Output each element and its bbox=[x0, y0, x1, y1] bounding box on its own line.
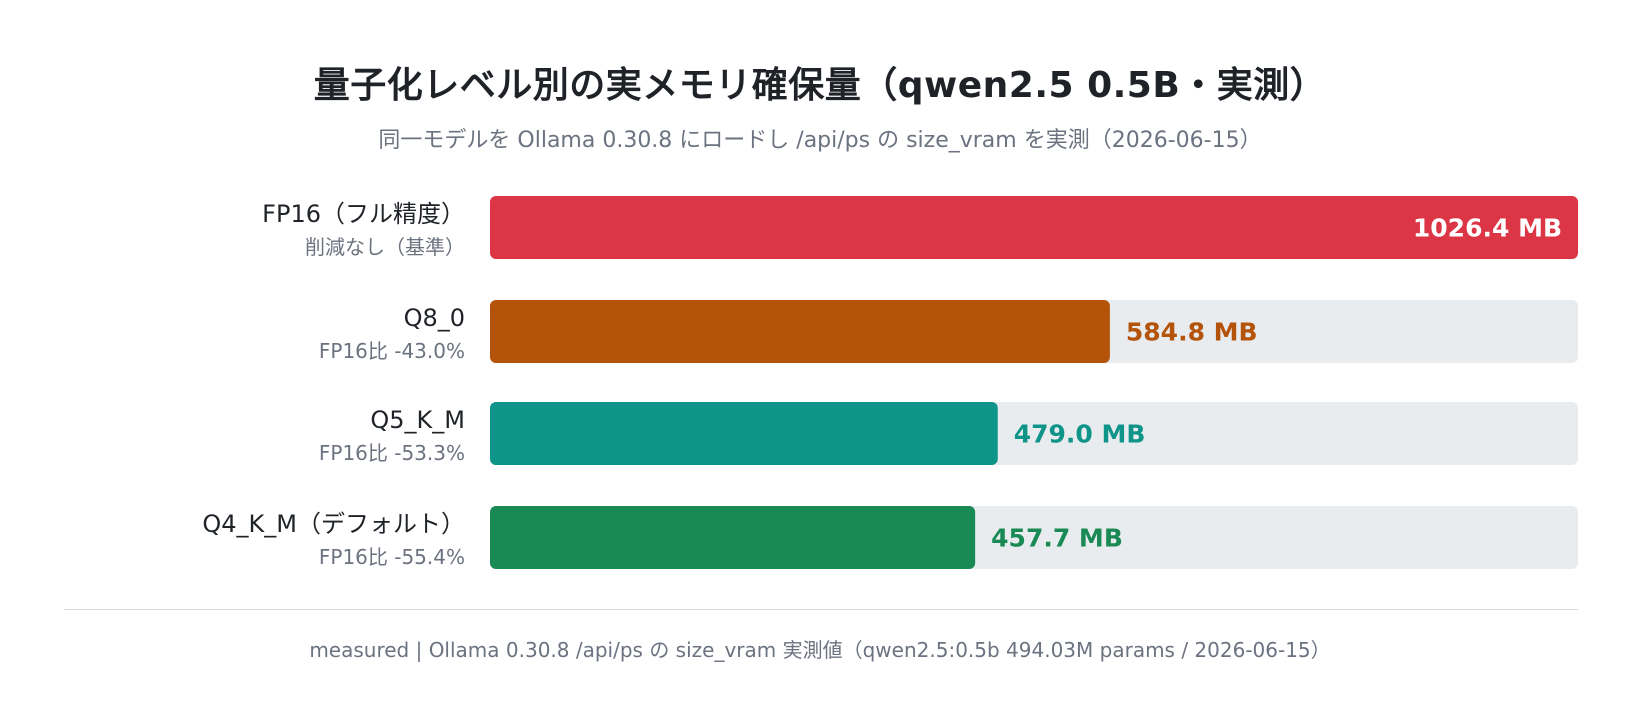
category-label: FP16（フル精度） bbox=[262, 200, 465, 228]
category-sublabel: FP16比 -43.0% bbox=[319, 339, 465, 363]
chart-title: 量子化レベル別の実メモリ確保量（qwen2.5 0.5B・実測） bbox=[313, 65, 1327, 106]
category-sublabel: FP16比 -53.3% bbox=[319, 441, 465, 465]
value-label: 584.8 MB bbox=[1126, 318, 1258, 347]
chart-footer: measured | Ollama 0.30.8 /api/ps の size_… bbox=[309, 638, 1331, 662]
value-label: 479.0 MB bbox=[1014, 420, 1146, 449]
bar-chart: 1026.4 MB FP16（フル精度） 削減なし（基準） 584.8 MB Q8_0 F… bbox=[202, 196, 1578, 569]
bar-row: 1026.4 MB FP16（フル精度） 削減なし（基準） bbox=[262, 196, 1578, 259]
value-label: 1026.4 MB bbox=[1413, 214, 1562, 243]
footer-divider bbox=[64, 609, 1578, 610]
category-label: Q8_0 bbox=[404, 304, 465, 332]
category-sublabel: FP16比 -55.4% bbox=[319, 545, 465, 569]
category-label: Q5_K_M bbox=[370, 406, 465, 434]
category-sublabel: 削減なし（基準） bbox=[305, 235, 465, 259]
category-label: Q4_K_M（デフォルト） bbox=[202, 510, 465, 538]
bar bbox=[490, 300, 1110, 363]
bar bbox=[490, 506, 976, 569]
bar-row: 457.7 MB Q4_K_M（デフォルト） FP16比 -55.4% bbox=[202, 506, 1578, 569]
bar bbox=[490, 402, 998, 465]
bar-row: 479.0 MB Q5_K_M FP16比 -53.3% bbox=[319, 402, 1578, 465]
bar-row: 584.8 MB Q8_0 FP16比 -43.0% bbox=[319, 300, 1578, 363]
value-label: 457.7 MB bbox=[991, 524, 1123, 553]
bar bbox=[490, 196, 1578, 259]
chart-subtitle: 同一モデルを Ollama 0.30.8 にロードし /api/ps の siz… bbox=[378, 128, 1262, 153]
